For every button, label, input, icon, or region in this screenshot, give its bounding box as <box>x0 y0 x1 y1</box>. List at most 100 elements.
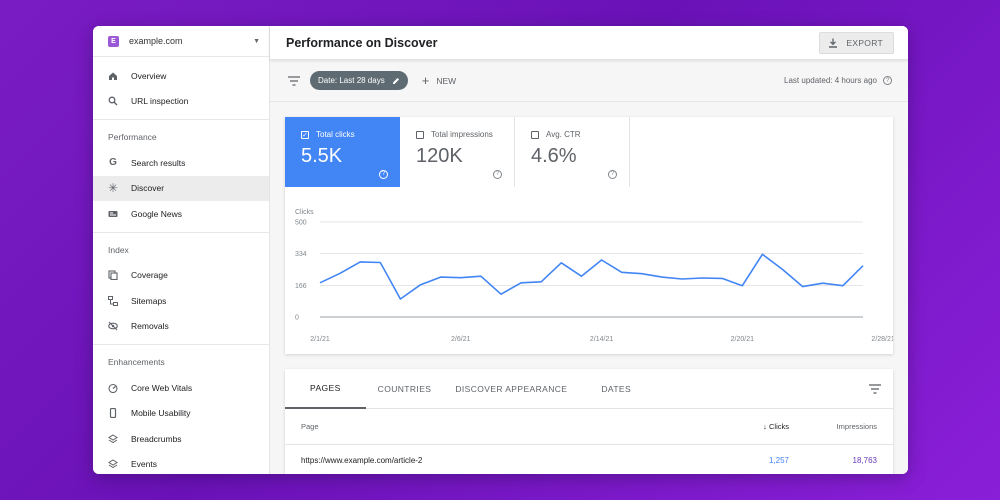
metric-value: 120K <box>416 145 463 167</box>
sidebar-item-label: Coverage <box>131 270 168 281</box>
caret-down-icon: ▼ <box>253 37 260 45</box>
export-button[interactable]: EXPORT <box>819 31 894 54</box>
layers-icon <box>108 434 118 444</box>
y-tick-label: 500 <box>295 220 307 227</box>
eye-off-icon <box>108 321 118 331</box>
sidebar-item-search-results[interactable]: G Search results <box>93 150 269 176</box>
metric-tiles: ✓ Total clicks 5.5K ? Total impressions 1… <box>285 117 893 187</box>
export-label: EXPORT <box>846 37 883 48</box>
sidebar-item-label: Removals <box>131 321 169 332</box>
news-icon <box>108 209 118 219</box>
new-filter-button[interactable]: + NEW <box>422 73 456 88</box>
sidebar-item-url-inspection[interactable]: URL inspection <box>93 89 269 115</box>
gauge-icon <box>108 383 118 393</box>
help-icon[interactable]: ? <box>493 169 502 179</box>
cell-impressions: 18,763 <box>852 455 877 465</box>
column-header-impressions[interactable]: Impressions <box>836 422 877 431</box>
sidebar-item-breadcrumbs[interactable]: Breadcrumbs <box>93 426 269 452</box>
checkbox-checked-icon[interactable]: ✓ <box>301 130 309 139</box>
page-title: Performance on Discover <box>286 35 438 50</box>
section-enhancements: Enhancements <box>108 357 165 367</box>
metric-total-impressions[interactable]: Total impressions 120K ? <box>400 117 515 187</box>
cell-page: https://www.example.com/article-2 <box>301 455 423 465</box>
y-tick-label: 334 <box>295 251 307 258</box>
x-tick-label: 2/20/21 <box>731 336 754 343</box>
metric-label: Total clicks <box>316 130 355 139</box>
metric-avg-ctr[interactable]: Avg. CTR 4.6% ? <box>515 117 630 187</box>
sidebar-item-events[interactable]: Events <box>93 452 269 475</box>
tab-countries[interactable]: COUNTRIES <box>377 383 432 394</box>
section-performance: Performance <box>108 132 157 142</box>
coverage-icon <box>108 270 118 281</box>
filter-icon[interactable] <box>869 383 881 394</box>
table-header: Page ↓ Clicks Impressions <box>285 409 893 445</box>
sidebar-item-removals[interactable]: Removals <box>93 314 269 340</box>
sidebar-item-mobile-usability[interactable]: Mobile Usability <box>93 401 269 427</box>
y-tick-label: 166 <box>295 283 307 290</box>
sort-arrow-down-icon: ↓ <box>763 422 769 431</box>
new-label: NEW <box>436 75 457 86</box>
sitemap-icon <box>108 295 118 306</box>
y-tick-label: 0 <box>295 315 299 322</box>
table-row[interactable]: https://www.example.com/article-2 1,257 … <box>285 445 893 474</box>
filter-icon[interactable] <box>288 75 300 86</box>
sidebar-item-core-web-vitals[interactable]: Core Web Vitals <box>93 375 269 401</box>
sidebar-item-label: Search results <box>131 157 186 168</box>
sidebar-item-sitemaps[interactable]: Sitemaps <box>93 288 269 314</box>
metric-label: Avg. CTR <box>546 130 581 139</box>
sidebar-item-label: Google News <box>131 208 183 219</box>
sidebar-item-label: Events <box>131 459 157 470</box>
pencil-icon <box>392 77 399 84</box>
performance-chart-card: ✓ Total clicks 5.5K ? Total impressions 1… <box>285 117 893 354</box>
tab-dates[interactable]: DATES <box>601 383 632 394</box>
plus-icon: + <box>421 73 430 88</box>
last-updated-text: Last updated: 4 hours ago <box>784 76 877 85</box>
clicks-series-line <box>319 253 864 300</box>
divider <box>93 344 269 345</box>
column-label: Clicks <box>769 422 789 431</box>
metric-total-clicks[interactable]: ✓ Total clicks 5.5K ? <box>285 117 400 187</box>
divider <box>93 119 269 120</box>
main-content: Performance on Discover EXPORT Date: Las… <box>270 26 908 474</box>
checkbox-icon[interactable] <box>531 130 539 139</box>
sidebar-item-label: Overview <box>131 70 167 81</box>
search-console-window: E example.com ▼ Overview URL inspection … <box>93 26 908 474</box>
chart-svg: Clicks 0 166 334 500 2/1/21 2/6/21 2/14/21 2/20/… <box>295 209 893 343</box>
sidebar-item-coverage[interactable]: Coverage <box>93 263 269 289</box>
help-icon[interactable]: ? <box>608 169 617 179</box>
checkbox-icon[interactable] <box>416 130 424 139</box>
asterisk-icon: ✳ <box>107 181 119 196</box>
tab-discover-appearance[interactable]: DISCOVER APPEARANCE <box>455 383 568 394</box>
google-g-icon: G <box>109 157 117 169</box>
property-selector[interactable]: E example.com ▼ <box>93 26 269 57</box>
metric-value: 5.5K <box>301 145 343 167</box>
y-axis-label: Clicks <box>295 209 314 216</box>
sidebar-item-label: Core Web Vitals <box>131 382 193 393</box>
sidebar-item-label: Breadcrumbs <box>131 433 182 444</box>
x-tick-label: 2/6/21 <box>451 336 471 343</box>
divider <box>93 231 269 233</box>
metric-value: 4.6% <box>531 145 577 167</box>
phone-icon <box>108 408 118 419</box>
x-tick-label: 2/1/21 <box>310 336 330 343</box>
sidebar-item-google-news[interactable]: Google News <box>93 201 269 227</box>
section-index: Index <box>108 244 129 255</box>
metric-label: Total impressions <box>431 130 493 139</box>
last-updated: Last updated: 4 hours ago ? <box>784 76 892 85</box>
x-tick-label: 2/14/21 <box>590 336 613 343</box>
help-icon[interactable]: ? <box>883 76 892 85</box>
property-badge: E <box>108 35 119 47</box>
cell-clicks: 1,257 <box>768 455 789 465</box>
home-icon <box>108 71 118 81</box>
sidebar-item-label: Sitemaps <box>131 295 167 306</box>
sidebar-item-discover[interactable]: ✳ Discover <box>93 175 269 201</box>
sidebar-item-label: Discover <box>131 183 165 194</box>
sidebar: E example.com ▼ Overview URL inspection … <box>93 26 270 474</box>
sidebar-item-overview[interactable]: Overview <box>93 63 269 89</box>
date-filter-chip[interactable]: Date: Last 28 days <box>310 71 408 90</box>
tab-pages[interactable]: PAGES <box>285 369 366 409</box>
sidebar-item-label: Mobile Usability <box>131 408 191 419</box>
column-header-clicks[interactable]: ↓ Clicks <box>719 422 789 431</box>
column-header-page[interactable]: Page <box>301 422 319 431</box>
help-icon[interactable]: ? <box>379 169 388 179</box>
